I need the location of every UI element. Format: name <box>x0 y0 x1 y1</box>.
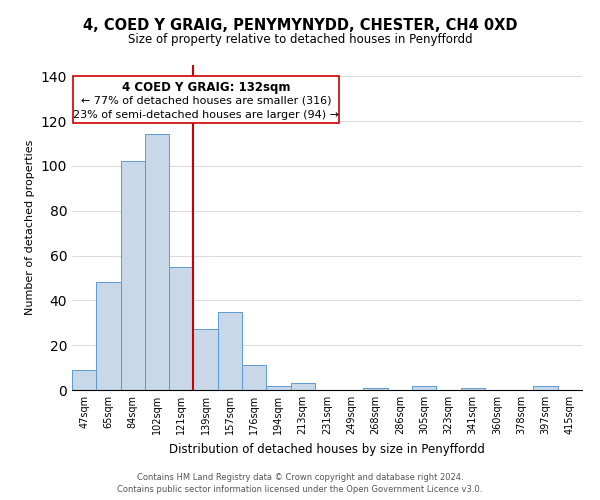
Bar <box>533 386 558 390</box>
Bar <box>169 266 193 390</box>
Text: 4, COED Y GRAIG, PENYMYNYDD, CHESTER, CH4 0XD: 4, COED Y GRAIG, PENYMYNYDD, CHESTER, CH… <box>83 18 517 32</box>
Bar <box>96 282 121 390</box>
Bar <box>290 384 315 390</box>
Bar <box>461 388 485 390</box>
Bar <box>193 330 218 390</box>
Y-axis label: Number of detached properties: Number of detached properties <box>25 140 35 315</box>
Text: Contains public sector information licensed under the Open Government Licence v3: Contains public sector information licen… <box>118 484 482 494</box>
Text: Size of property relative to detached houses in Penyffordd: Size of property relative to detached ho… <box>128 32 472 46</box>
Text: Contains HM Land Registry data © Crown copyright and database right 2024.: Contains HM Land Registry data © Crown c… <box>137 474 463 482</box>
Bar <box>72 370 96 390</box>
Bar <box>364 388 388 390</box>
Bar <box>218 312 242 390</box>
Text: 23% of semi-detached houses are larger (94) →: 23% of semi-detached houses are larger (… <box>73 110 339 120</box>
Bar <box>412 386 436 390</box>
FancyBboxPatch shape <box>73 76 339 124</box>
Text: ← 77% of detached houses are smaller (316): ← 77% of detached houses are smaller (31… <box>81 96 331 106</box>
Bar <box>121 162 145 390</box>
Bar <box>242 366 266 390</box>
Bar <box>266 386 290 390</box>
Bar <box>145 134 169 390</box>
X-axis label: Distribution of detached houses by size in Penyffordd: Distribution of detached houses by size … <box>169 442 485 456</box>
Text: 4 COED Y GRAIG: 132sqm: 4 COED Y GRAIG: 132sqm <box>122 80 290 94</box>
